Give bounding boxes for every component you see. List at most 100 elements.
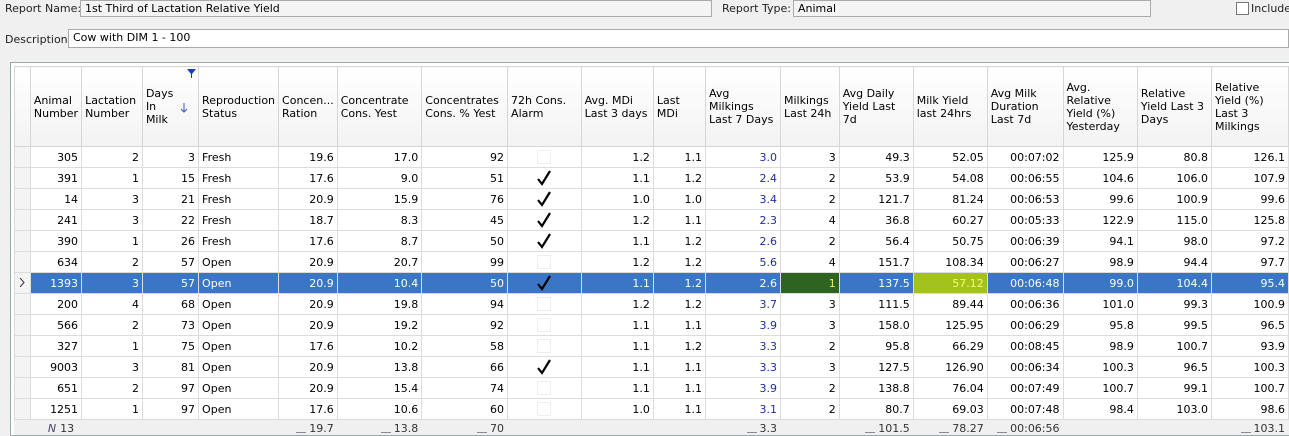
- table-row[interactable]: 1251 1 97 Open 17.6 10.6 60 1.0 1.1 3.1 2 80.7 69.03…: [14, 398, 1289, 420]
- table-row[interactable]: 634 2 57 Open 20.9 20.7 99 1.2 1.2 5.6 4 151.7 108.3…: [14, 251, 1289, 273]
- table-cell: 3.7: [704, 293, 782, 315]
- column-header: Avg Milkings Last 7 Days: [704, 66, 782, 147]
- table-row[interactable]: 200 4 68 Open 20.9 19.8 94 1.2 1.2 3.7 3 111.5 89.44…: [14, 293, 1289, 315]
- table-cell: 125.8: [1210, 209, 1289, 231]
- footer-cell: [81, 419, 143, 435]
- report-name-input[interactable]: 1st Third of Lactation Relative Yield: [80, 0, 712, 17]
- current-row-indicator: [20, 277, 26, 287]
- column-header-text: Last MDi: [656, 93, 680, 120]
- table-cell: 00:07:48: [986, 398, 1064, 420]
- table-cell: 1.1: [652, 398, 706, 420]
- table-cell: 127.5: [838, 356, 914, 378]
- table-cell: 97: [141, 398, 200, 420]
- table-cell: 17.6: [278, 398, 338, 420]
- table-cell: 1.1: [652, 356, 706, 378]
- table-cell: 93.9: [1210, 335, 1289, 357]
- table-cell: 327: [29, 335, 83, 357]
- description-input[interactable]: Cow with DIM 1 - 100: [68, 29, 1289, 48]
- table-cell: 3.9: [704, 377, 782, 399]
- footer-value: 101.5: [878, 421, 910, 435]
- row-selector: [14, 146, 31, 168]
- table-cell: 200: [29, 293, 83, 315]
- report-name-label: Report Name:: [5, 2, 82, 15]
- table-row[interactable]: 305 2 3 Fresh 19.6 17.0 92 1.2 1.1 3.0 3 49.3 52.05 0…: [14, 146, 1289, 168]
- column-header: Animal Number: [29, 66, 83, 147]
- table-cell: 3: [81, 356, 143, 378]
- table-cell: 1.1: [652, 209, 706, 231]
- table-row[interactable]: 391 1 15 Fresh 17.6 9.0 51 1.1 1.2 2.4 2 53.9 54.08 0…: [14, 167, 1289, 189]
- alarm-empty: [537, 402, 552, 416]
- column-header: Relative Yield (%) Last 3 Milkings: [1210, 66, 1289, 147]
- column-header[interactable]: Days In Milk: [141, 66, 200, 147]
- column-header: Relative Yield Last 3 Days: [1136, 66, 1212, 147]
- table-cell: 9003: [29, 356, 83, 378]
- alarm-check: [537, 191, 552, 207]
- table-cell: 1: [81, 335, 143, 357]
- table-cell: 2.6: [704, 272, 782, 294]
- table-cell: 158.0: [838, 314, 914, 336]
- filter-icon[interactable]: [187, 69, 197, 78]
- table-cell: Open: [198, 251, 280, 273]
- table-cell: 68: [141, 293, 200, 315]
- footer-value: 13: [60, 421, 75, 435]
- table-row[interactable]: 390 1 26 Fresh 17.6 8.7 50 1.1 1.2 2.6 2 56.4 50.75 0…: [14, 230, 1289, 252]
- table-cell: 10.2: [336, 335, 423, 357]
- table-cell: 17.6: [278, 230, 338, 252]
- table-cell: Fresh: [198, 230, 280, 252]
- table-cell: 2: [780, 188, 840, 210]
- table-cell: Open: [198, 293, 280, 315]
- table-cell: 391: [29, 167, 83, 189]
- table-row[interactable]: 327 1 75 Open 17.6 10.2 58 1.1 1.2 3.3 2 95.8 66.29 0…: [14, 335, 1289, 357]
- footer-cell: [141, 419, 200, 435]
- table-cell: 20.9: [278, 293, 338, 315]
- table-row[interactable]: 1393 3 57 Open 20.9 10.4 50 1.1 1.2 2.6 1 137.5 57.1…: [14, 272, 1289, 294]
- include-label: Include: [1251, 2, 1289, 15]
- table-row[interactable]: 651 2 97 Open 20.9 15.4 74 1.1 1.1 3.9 2 138.8 76.04…: [14, 377, 1289, 399]
- table-cell: 651: [29, 377, 83, 399]
- table-cell: 122.9: [1062, 209, 1138, 231]
- table-row[interactable]: 241 3 22 Fresh 18.7 8.3 45 1.2 1.1 2.3 4 36.8 60.27 0…: [14, 209, 1289, 231]
- include-checkbox[interactable]: [1236, 2, 1249, 15]
- table-cell: 00:07:02: [986, 146, 1064, 168]
- table-cell: 99.6: [1210, 188, 1289, 210]
- column-header: Concentrates Cons. % Yest: [421, 66, 509, 147]
- summary-icon: [296, 424, 307, 433]
- column-header-text: Avg Daily Yield Last 7d: [842, 87, 896, 126]
- table-cell: 125.95: [912, 314, 988, 336]
- table-cell: 50: [421, 230, 509, 252]
- alarm-cell: [507, 356, 582, 378]
- table-cell: 80.8: [1136, 146, 1212, 168]
- table-cell: 566: [29, 314, 83, 336]
- row-selector: [14, 356, 31, 378]
- table-cell: 58: [421, 335, 509, 357]
- table-cell: 1.1: [580, 335, 654, 357]
- table-cell: 4: [780, 209, 840, 231]
- data-grid: Animal Number Lactation Number Days In Mil…: [10, 62, 1289, 436]
- table-cell: 00:07:49: [986, 377, 1064, 399]
- table-cell: 1.1: [652, 314, 706, 336]
- table-cell: 94.4: [1136, 251, 1212, 273]
- table-cell: 99.6: [1062, 188, 1138, 210]
- column-header-text: Milk Yield last 24hrs: [916, 93, 972, 120]
- table-cell: 3: [81, 209, 143, 231]
- table-cell: Open: [198, 377, 280, 399]
- alarm-check: [537, 233, 552, 249]
- table-cell: 20.9: [278, 356, 338, 378]
- table-cell: 92: [421, 314, 509, 336]
- table-row[interactable]: 566 2 73 Open 20.9 19.2 92 1.1 1.1 3.9 3 158.0 125.9…: [14, 314, 1289, 336]
- column-header-text: Relative Yield Last 3 Days: [1140, 87, 1205, 126]
- table-cell: 1.2: [652, 272, 706, 294]
- table-cell: 126.1: [1210, 146, 1289, 168]
- column-header: Avg Milk Duration Last 7d: [986, 66, 1064, 147]
- table-cell: 1.1: [580, 314, 654, 336]
- table-cell: 100.7: [1062, 377, 1138, 399]
- table-row[interactable]: 9003 3 81 Open 20.9 13.8 66 1.1 1.1 3.3 3 127.5 126.…: [14, 356, 1289, 378]
- table-cell: 3.3: [704, 356, 782, 378]
- table-row[interactable]: 14 3 21 Fresh 20.9 15.9 76 1.0 1.0 3.4 2 121.7 81.24…: [14, 188, 1289, 210]
- report-type-input[interactable]: Animal: [793, 0, 1151, 17]
- table-cell: 115.0: [1136, 209, 1212, 231]
- footer-value: 70: [490, 421, 505, 435]
- table-cell: 100.7: [1210, 377, 1289, 399]
- row-selector: [14, 230, 31, 252]
- table-cell: 98.6: [1210, 398, 1289, 420]
